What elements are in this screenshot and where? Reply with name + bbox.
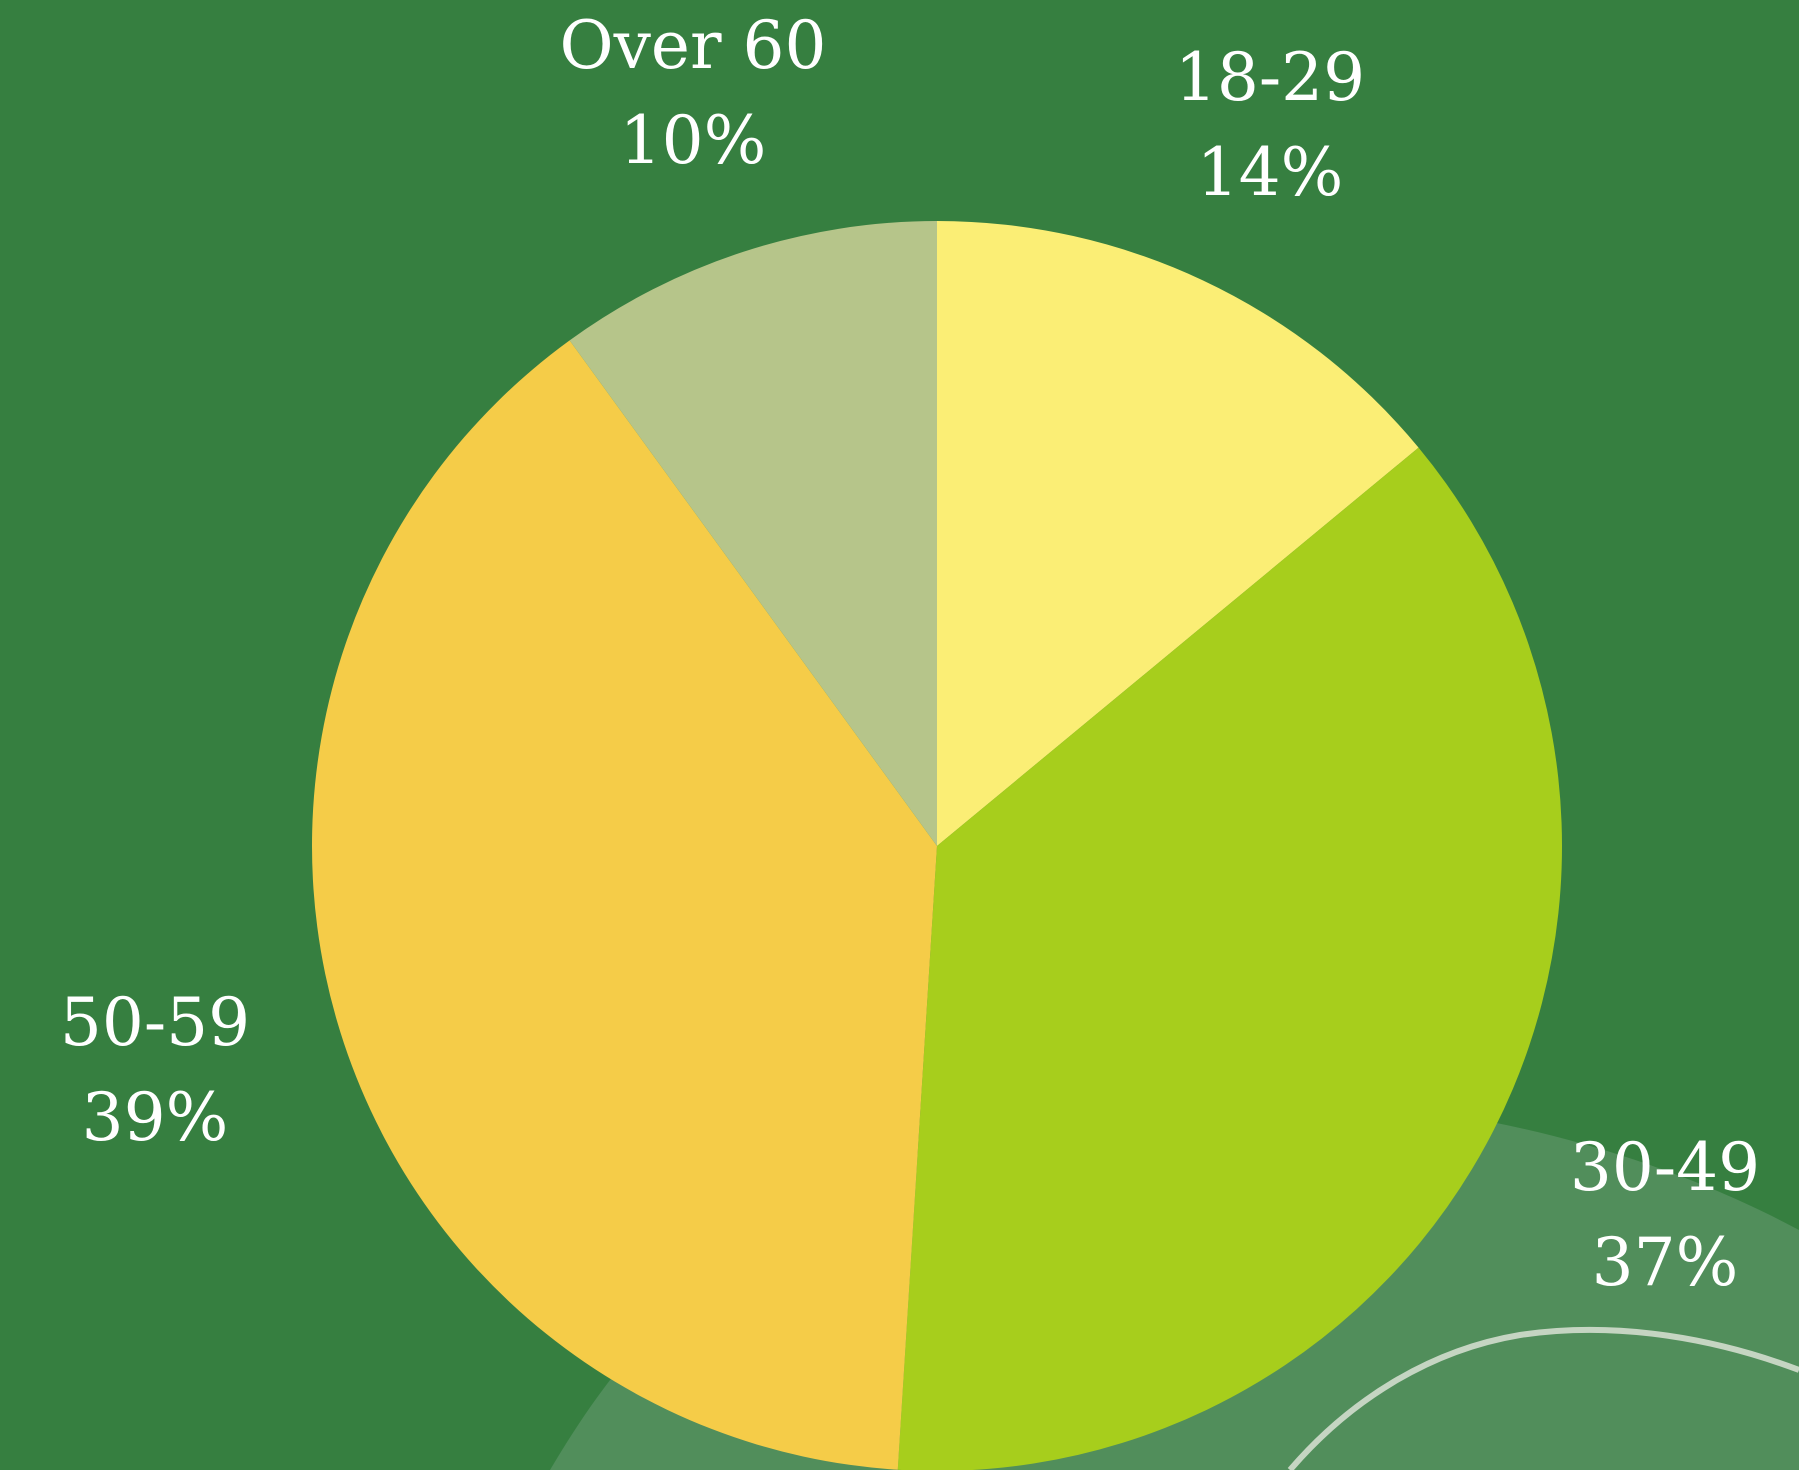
- pie-slice-over-60: [569, 221, 937, 846]
- pie-slice-30-49: [897, 447, 1562, 1470]
- slice-percent-label: 10%: [620, 102, 767, 179]
- slice-category-label: 30-49: [1570, 1129, 1760, 1206]
- slice-category-label: 50-59: [60, 984, 250, 1061]
- slice-percent-label: 39%: [82, 1079, 229, 1156]
- decorative-curve: [1287, 1326, 1799, 1470]
- slice-category-label: Over 60: [560, 7, 827, 84]
- pie-slice-50-59: [312, 340, 937, 1470]
- slice-labels: 18-29 14% 30-49 37% 50-59 39% Over 60 10%: [60, 7, 1760, 1301]
- pie-slice-18-29: [937, 221, 1419, 846]
- slice-percent-label: 14%: [1197, 134, 1344, 211]
- slice-category-label: 18-29: [1175, 39, 1365, 116]
- slice-percent-label: 37%: [1592, 1224, 1739, 1301]
- pie-slices: [312, 221, 1562, 1470]
